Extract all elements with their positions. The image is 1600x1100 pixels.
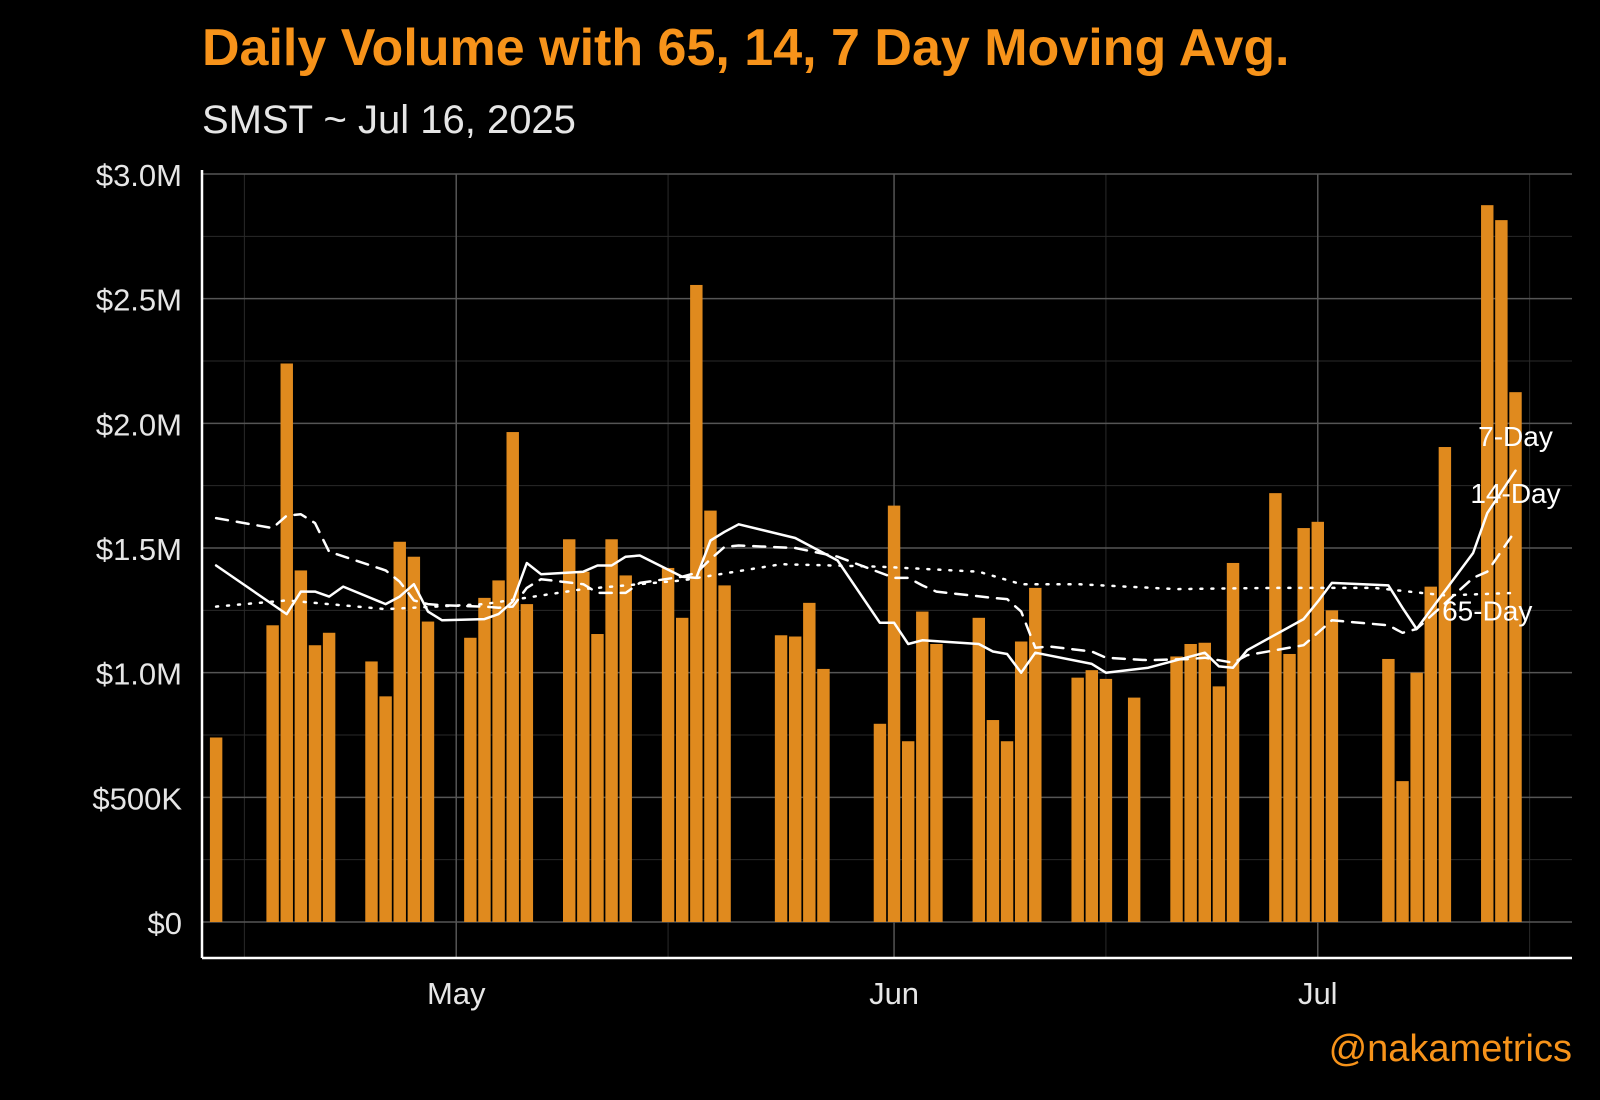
volume-bar (1410, 672, 1423, 922)
ma-line-7-day (214, 469, 1517, 674)
volume-bar (322, 632, 336, 922)
volume-bar (774, 635, 788, 922)
volume-bar (873, 723, 887, 922)
grid-lines (202, 173, 1572, 958)
volume-bar (407, 556, 421, 922)
volume-bar (1085, 670, 1099, 922)
volume-bar (1170, 656, 1183, 922)
volume-bar (972, 617, 986, 922)
volume-bar (1000, 741, 1014, 922)
y-tick-label: $3.0M (96, 158, 182, 193)
volume-bar (1184, 643, 1197, 922)
volume-bar (690, 284, 703, 922)
volume-bar (209, 737, 223, 922)
volume-bar (365, 661, 378, 922)
chart-title: Daily Volume with 65, 14, 7 Day Moving A… (202, 19, 1290, 77)
x-tick-label: Jul (1298, 976, 1338, 1011)
series-labels: 7-Day 14-Day 65-Day (1442, 421, 1561, 627)
volume-bar (661, 567, 675, 922)
y-tick-label: $2.5M (96, 283, 182, 318)
volume-bar (492, 580, 505, 922)
volume-bar (464, 637, 477, 922)
volume-bar (1481, 205, 1494, 922)
series-label: 14-Day (1470, 478, 1560, 509)
volume-bar (803, 602, 816, 922)
volume-bar (1382, 658, 1395, 922)
volume-bar (619, 575, 632, 922)
volume-bar (1269, 493, 1282, 922)
volume-bar (1495, 220, 1508, 923)
y-tick-label: $2.0M (96, 407, 182, 442)
volume-bar (506, 432, 519, 922)
y-tick-label: $1.0M (96, 657, 182, 692)
volume-bar (379, 696, 392, 922)
volume-bar (1283, 653, 1296, 922)
x-tick-label: Jun (869, 976, 919, 1011)
y-tick-label: $500K (92, 781, 182, 816)
volume-bars (209, 205, 1522, 923)
moving-average-lines (214, 469, 1517, 674)
volume-bar (605, 539, 618, 922)
axes: $0 $500K $1.0M $1.5M $2.0M $2.5M $3.0M May Jun Ju… (92, 158, 1572, 1011)
volume-bar (520, 604, 534, 922)
volume-bar (1396, 781, 1409, 922)
volume-bar (986, 720, 1000, 922)
volume-bar (1311, 521, 1324, 922)
volume-bar (294, 570, 308, 922)
volume-bar (591, 634, 604, 922)
series-label: 65-Day (1442, 595, 1532, 626)
volume-bar (675, 617, 689, 922)
chart-subtitle: SMST ~ Jul 16, 2025 (202, 98, 576, 142)
volume-bar (478, 597, 491, 922)
volume-bar (1325, 610, 1339, 922)
volume-bar (817, 668, 830, 922)
volume-bar (1438, 447, 1452, 922)
volume-bar (1014, 641, 1028, 922)
volume-bar (704, 510, 717, 922)
volume-bar (308, 645, 322, 922)
volume-bar (1424, 586, 1437, 922)
volume-bar (887, 505, 901, 922)
volume-bar (563, 539, 576, 922)
volume-bar (421, 621, 435, 922)
series-label: 7-Day (1478, 421, 1553, 452)
volume-bar (788, 636, 802, 922)
volume-bar (916, 611, 929, 922)
volume-bar (1226, 562, 1240, 922)
volume-bar (1509, 392, 1522, 923)
volume-bar (577, 571, 590, 922)
watermark: @nakametrics (1328, 1028, 1572, 1070)
volume-bar (930, 643, 943, 922)
volume-bar (280, 363, 293, 922)
volume-bar (718, 585, 731, 922)
volume-bar (266, 625, 279, 922)
volume-bar (901, 741, 915, 922)
y-tick-label: $1.5M (96, 532, 182, 567)
volume-bar (1297, 528, 1310, 922)
volume-bar (1127, 697, 1141, 922)
y-tick-label: $0 (148, 906, 182, 941)
volume-bar (1198, 642, 1211, 922)
volume-bar (1099, 678, 1113, 922)
volume-bar (393, 541, 406, 922)
ma-line-14-day (214, 513, 1517, 664)
volume-bar (1071, 677, 1084, 922)
ma-line-65-day (214, 562, 1517, 611)
volume-bar (1029, 587, 1042, 922)
volume-bar (1212, 686, 1226, 922)
x-tick-label: May (427, 976, 486, 1011)
